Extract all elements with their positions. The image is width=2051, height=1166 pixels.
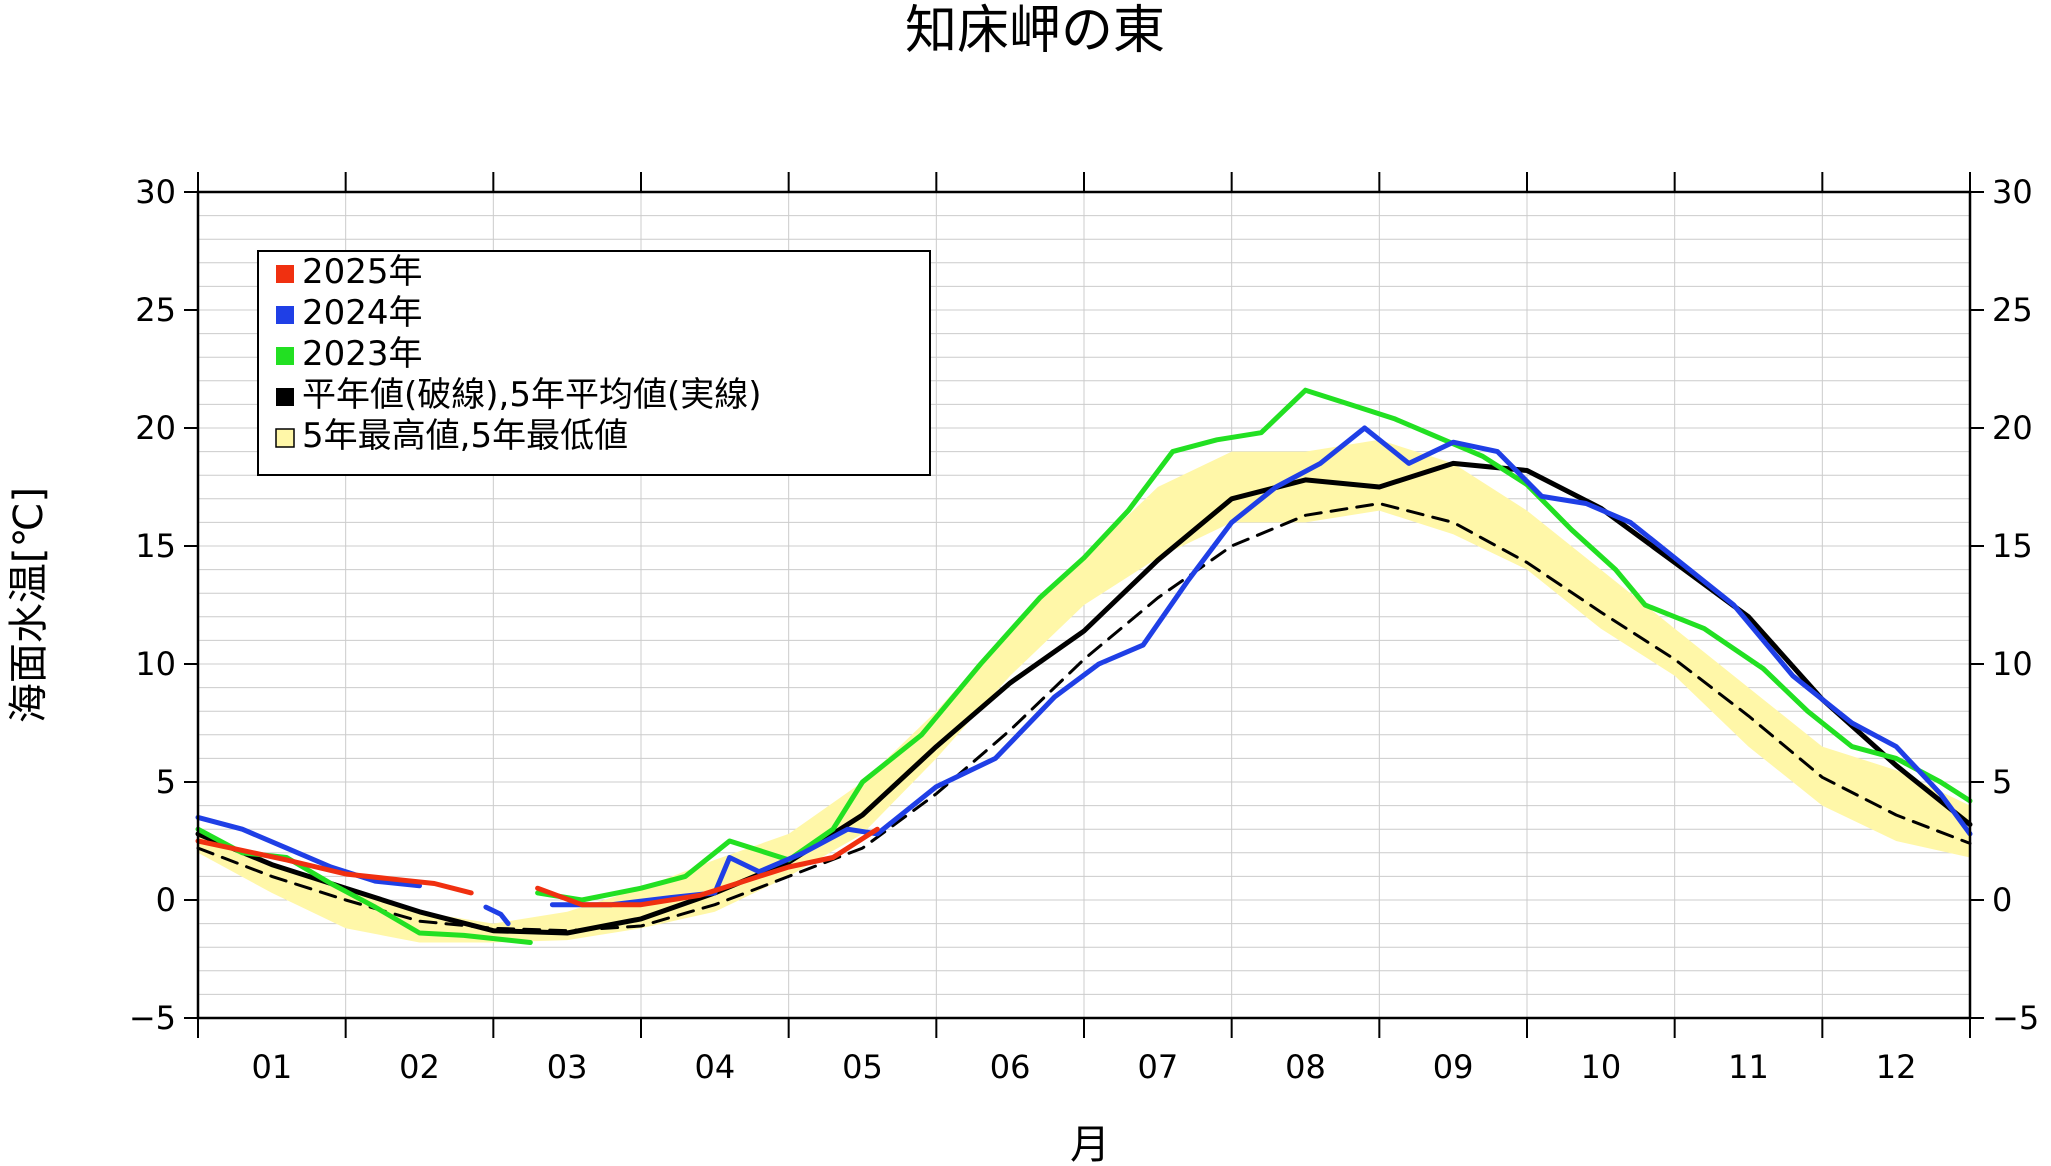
y-tick-label-right: 0 xyxy=(1992,881,2012,919)
y-tick-label-right: 15 xyxy=(1992,527,2033,565)
x-tick-label: 04 xyxy=(694,1048,735,1086)
y-tick-label-left: 20 xyxy=(135,409,176,447)
legend-box xyxy=(257,250,931,476)
legend-label: 2023年 xyxy=(302,334,423,374)
legend-swatch xyxy=(276,306,294,324)
legend-swatch xyxy=(276,347,294,365)
x-tick-label: 02 xyxy=(399,1048,440,1086)
legend-label: 平年値(破線),5年平均値(実線) xyxy=(302,375,762,415)
grid xyxy=(198,191,1970,1019)
x-tick-label: 11 xyxy=(1728,1048,1769,1086)
series-2025年-line xyxy=(535,826,880,908)
legend-swatch xyxy=(275,428,295,448)
y-tick-label-left: 0 xyxy=(156,881,176,919)
legend-swatch xyxy=(276,265,294,283)
x-axis-label: 月 xyxy=(1070,1122,1110,1166)
y-tick-label-left: 25 xyxy=(135,291,176,329)
y-tick-label-right: 30 xyxy=(1992,173,2033,211)
x-tick-label: 12 xyxy=(1876,1048,1917,1086)
x-tick-label: 06 xyxy=(990,1048,1031,1086)
series-2024年-line xyxy=(483,904,511,927)
series-2025年-line xyxy=(195,838,474,896)
y-tick-label-left: 5 xyxy=(156,763,176,801)
y-tick-label-left: −5 xyxy=(129,999,176,1037)
x-tick-label: 01 xyxy=(251,1048,292,1086)
legend-label: 5年最高値,5年最低値 xyxy=(302,416,628,456)
x-tick-label: 07 xyxy=(1137,1048,1178,1086)
x-tick-label: 05 xyxy=(842,1048,883,1086)
chart-title: 知床岬の東 xyxy=(905,1,1165,61)
series-2024年-line xyxy=(195,814,422,889)
legend-swatch xyxy=(276,388,294,406)
series-layer xyxy=(195,387,1973,945)
y-tick-label-right: 5 xyxy=(1992,763,2012,801)
y-tick-label-left: 10 xyxy=(135,645,176,683)
x-tick-label: 10 xyxy=(1580,1048,1621,1086)
series-2024年-line xyxy=(549,425,1973,908)
y-tick-label-left: 30 xyxy=(135,173,176,211)
series-5年平均値-line xyxy=(195,460,1973,936)
x-tick-label: 03 xyxy=(547,1048,588,1086)
y-tick-label-left: 15 xyxy=(135,527,176,565)
legend: 2025年2024年2023年平年値(破線),5年平均値(実線)5年最高値,5年… xyxy=(257,250,931,476)
legend-label: 2025年 xyxy=(302,252,423,292)
legend-label: 2024年 xyxy=(302,293,423,333)
band-5yr-max-min xyxy=(198,439,1970,943)
y-tick-label-right: 20 xyxy=(1992,409,2033,447)
band-layer xyxy=(198,439,1970,943)
x-tick-label: 08 xyxy=(1285,1048,1326,1086)
x-tick-label: 09 xyxy=(1433,1048,1474,1086)
y-axis-label: 海面水温[℃] xyxy=(6,487,52,723)
y-tick-label-right: −5 xyxy=(1992,999,2039,1037)
y-tick-label-right: 10 xyxy=(1992,645,2033,683)
y-tick-label-right: 25 xyxy=(1992,291,2033,329)
